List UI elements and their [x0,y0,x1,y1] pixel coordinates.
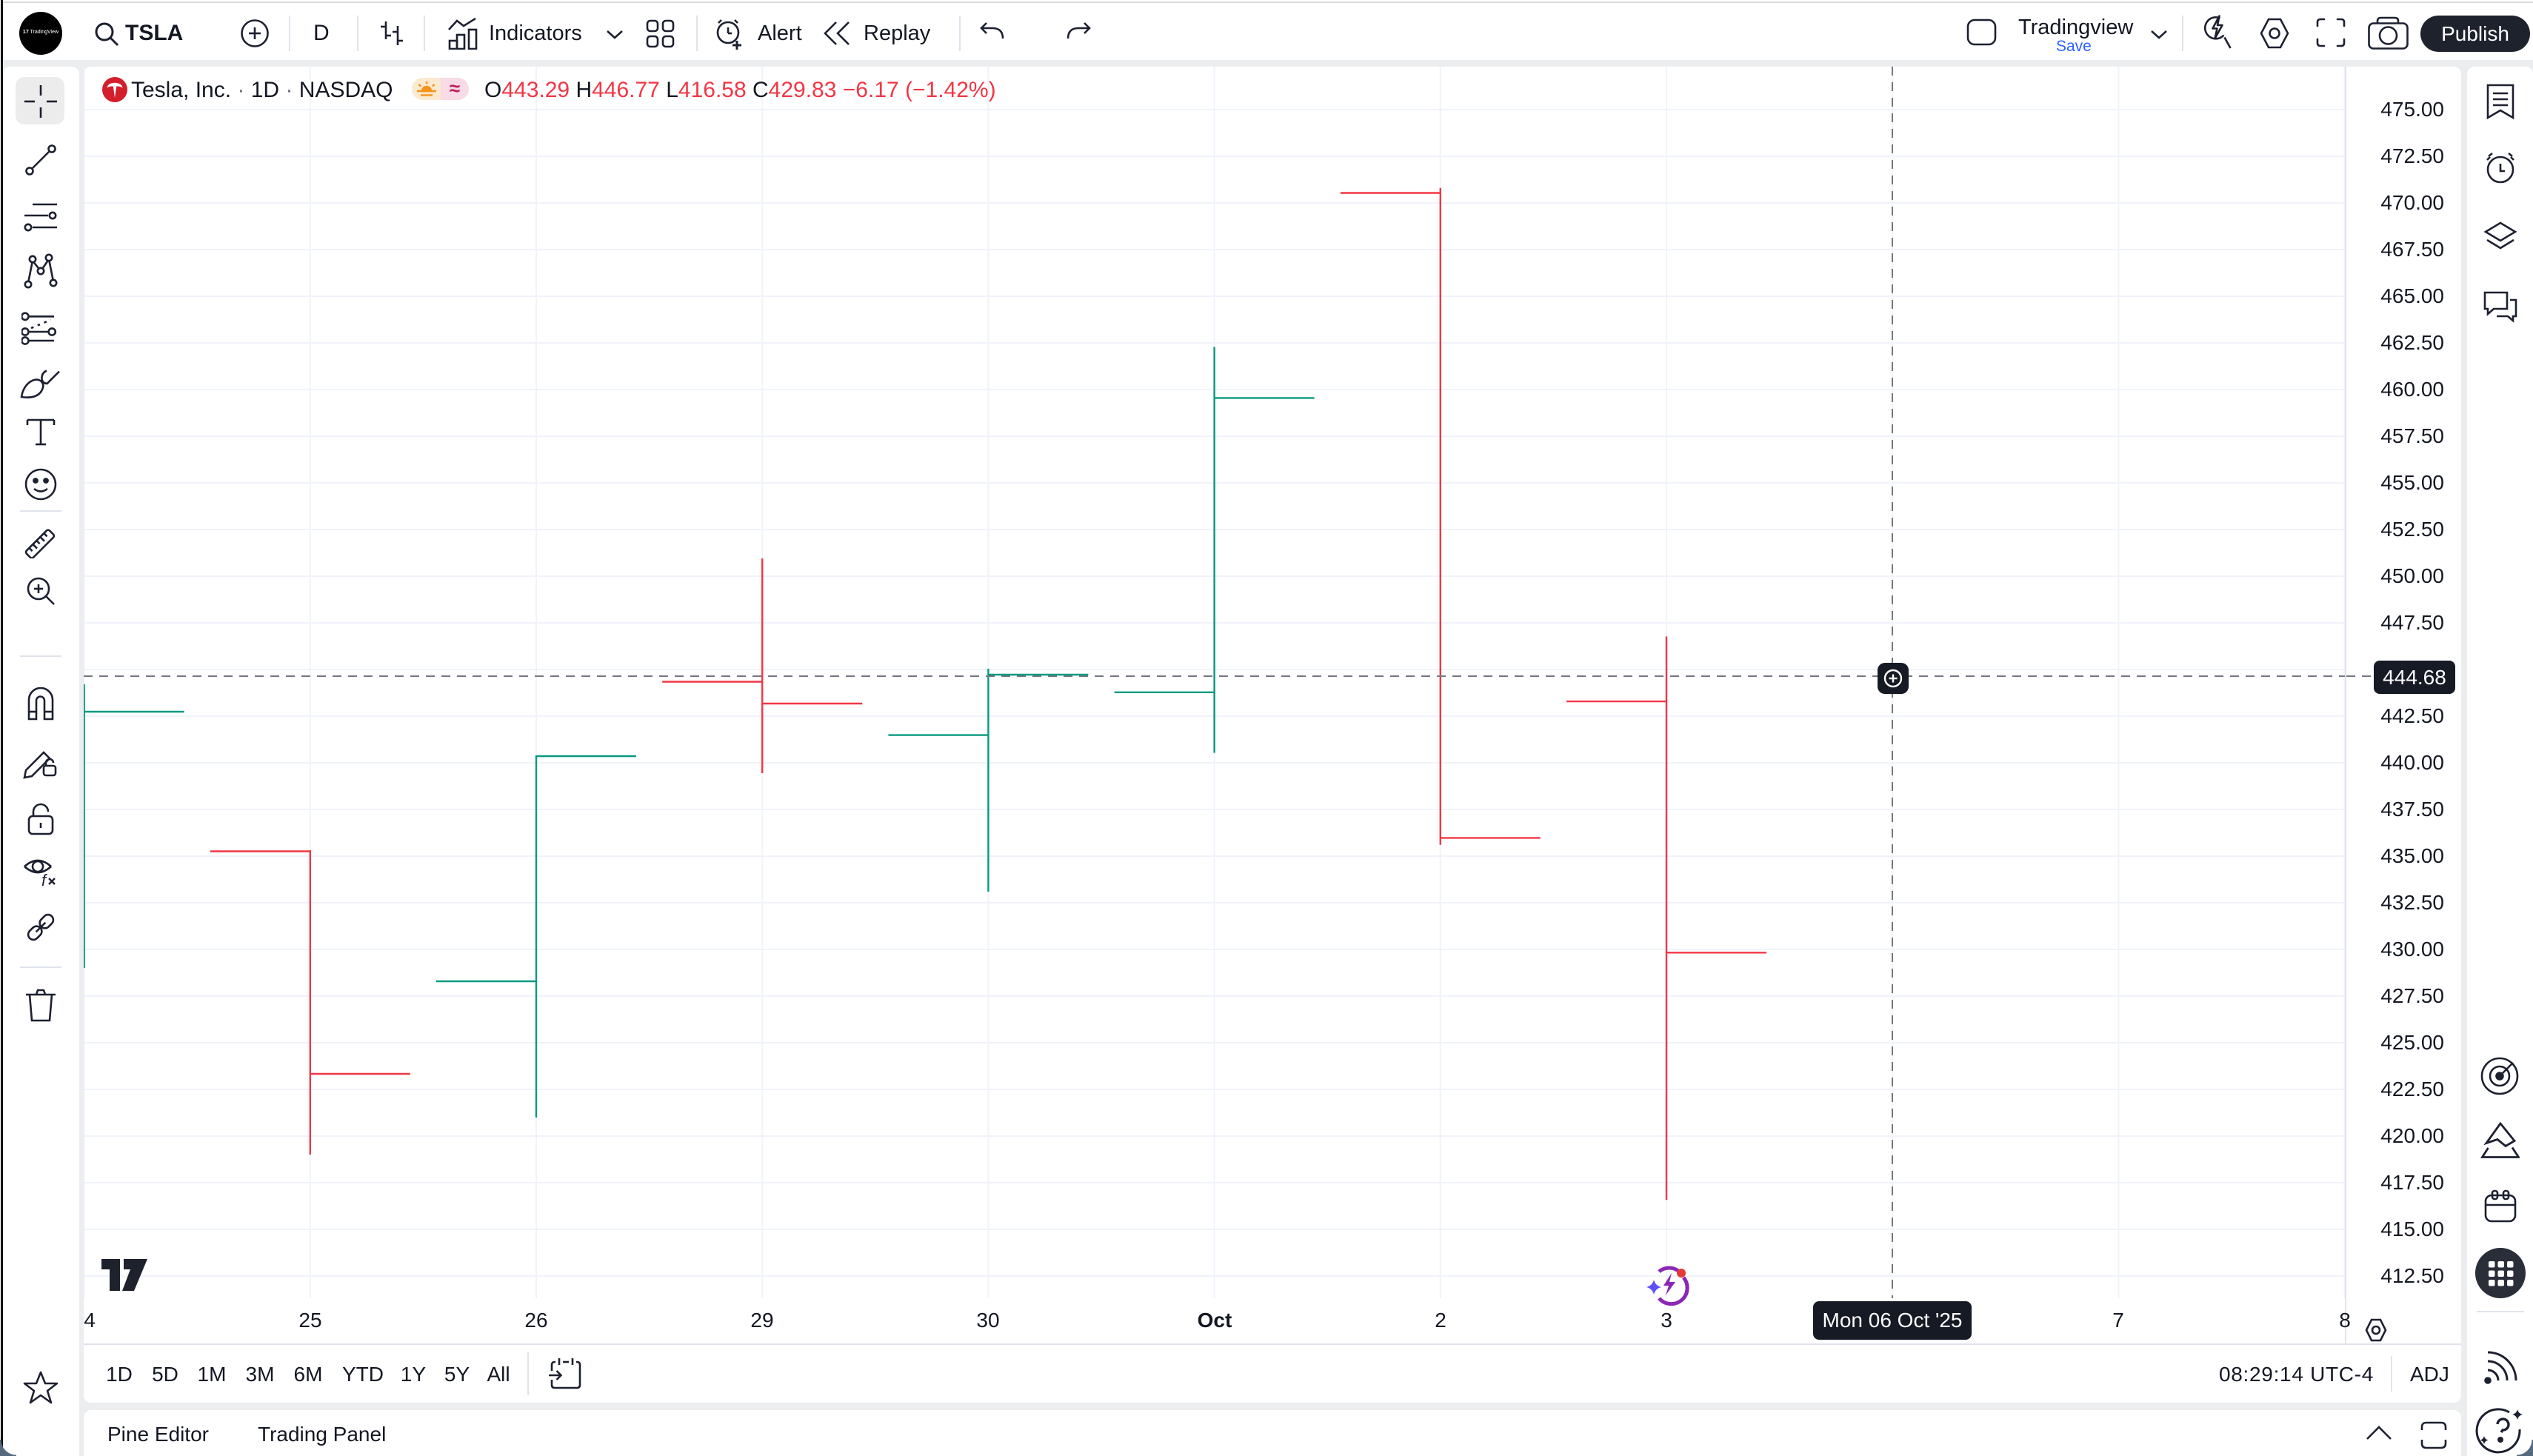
svg-text:f: f [41,871,48,889]
